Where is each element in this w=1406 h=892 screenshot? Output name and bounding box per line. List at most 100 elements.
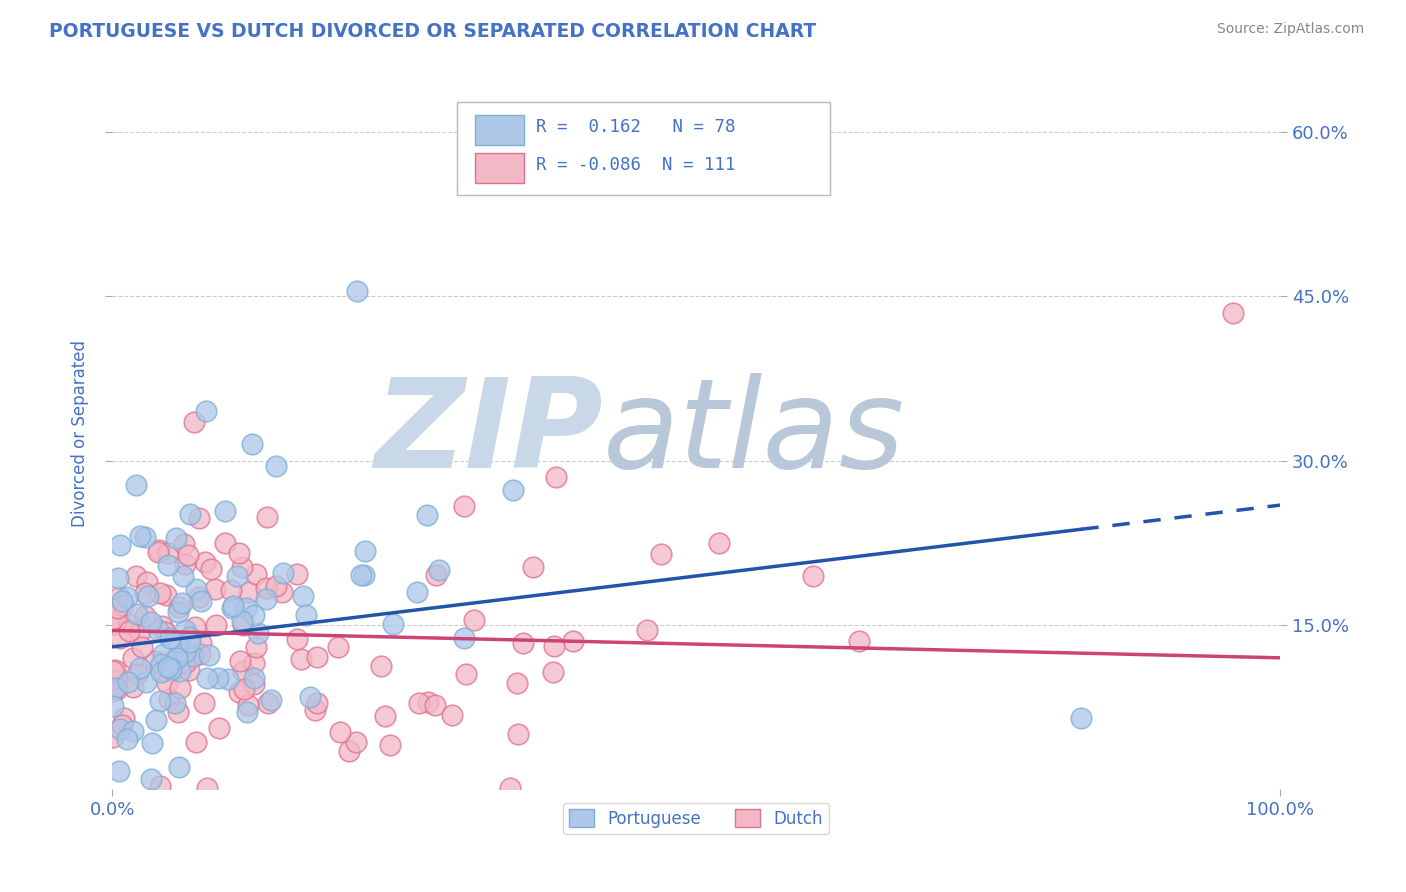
Point xyxy=(173,537,195,551)
Point xyxy=(1222,306,1244,320)
Point xyxy=(339,744,361,758)
Point xyxy=(155,588,177,602)
Point xyxy=(463,613,485,627)
Point xyxy=(294,608,316,623)
Point xyxy=(506,726,529,740)
Point xyxy=(124,568,146,582)
Point xyxy=(169,759,191,773)
Point xyxy=(187,590,209,604)
Point xyxy=(111,718,134,732)
Point xyxy=(121,680,143,694)
Point xyxy=(103,683,125,698)
Legend: Portuguese, Dutch: Portuguese, Dutch xyxy=(562,803,830,834)
Point xyxy=(512,636,534,650)
Point xyxy=(108,538,131,552)
Point xyxy=(134,608,156,623)
Text: PORTUGUESE VS DUTCH DIVORCED OR SEPARATED CORRELATION CHART: PORTUGUESE VS DUTCH DIVORCED OR SEPARATE… xyxy=(49,22,817,41)
Point xyxy=(111,593,134,607)
Point xyxy=(801,568,824,582)
Point xyxy=(118,617,141,632)
Point xyxy=(299,690,322,704)
Point xyxy=(103,617,125,632)
Point xyxy=(344,735,367,749)
Point xyxy=(157,659,180,673)
Point xyxy=(139,772,162,786)
Point xyxy=(195,781,218,796)
Point xyxy=(221,600,243,615)
Point xyxy=(236,698,259,713)
Point xyxy=(169,681,191,695)
Point xyxy=(219,583,242,598)
Point xyxy=(131,640,153,655)
Point xyxy=(105,681,128,696)
Point xyxy=(264,579,287,593)
Point xyxy=(292,589,315,603)
Point xyxy=(305,696,328,710)
Point xyxy=(256,510,278,524)
Point xyxy=(285,566,308,581)
Point xyxy=(162,653,184,667)
Point xyxy=(174,657,197,671)
Point xyxy=(205,617,228,632)
Point xyxy=(136,589,159,603)
Point xyxy=(453,499,475,513)
Point xyxy=(174,557,197,571)
Point xyxy=(136,574,159,589)
Point xyxy=(153,625,176,640)
Point xyxy=(183,415,205,429)
Point xyxy=(254,592,277,607)
Point xyxy=(193,697,215,711)
Text: R = -0.086  N = 111: R = -0.086 N = 111 xyxy=(536,156,735,174)
Point xyxy=(271,566,294,580)
Point xyxy=(382,617,405,632)
Point xyxy=(139,615,162,629)
Point xyxy=(179,635,201,649)
Point xyxy=(217,672,239,686)
Point xyxy=(328,640,350,655)
Point xyxy=(149,694,172,708)
Point xyxy=(236,705,259,719)
Point xyxy=(346,284,368,298)
Point xyxy=(231,614,253,628)
Point xyxy=(128,528,150,542)
Point xyxy=(197,648,219,663)
Point xyxy=(177,652,200,666)
Point xyxy=(240,437,263,451)
Point xyxy=(156,676,179,690)
Point xyxy=(166,706,188,720)
Point xyxy=(233,681,256,696)
Point xyxy=(104,681,127,695)
Point xyxy=(243,671,266,685)
Point xyxy=(235,601,257,615)
Point xyxy=(186,735,208,749)
Point xyxy=(108,590,131,604)
Text: atlas: atlas xyxy=(603,373,904,494)
Point xyxy=(561,633,583,648)
Point xyxy=(188,511,211,525)
Point xyxy=(194,555,217,569)
Point xyxy=(454,667,477,681)
Point xyxy=(453,631,475,645)
Point xyxy=(167,635,190,649)
Point xyxy=(153,665,176,679)
Point xyxy=(305,649,328,664)
Point xyxy=(143,654,166,668)
Point xyxy=(174,645,197,659)
Point xyxy=(103,698,125,713)
Point xyxy=(374,709,396,723)
Point xyxy=(114,711,136,725)
Point xyxy=(110,723,132,737)
Point xyxy=(107,571,129,585)
Point xyxy=(214,504,236,518)
Point xyxy=(104,663,127,677)
Point xyxy=(103,665,125,679)
Point xyxy=(416,508,439,522)
Point xyxy=(167,599,190,614)
Point xyxy=(848,633,870,648)
Point xyxy=(406,585,429,599)
Point xyxy=(541,665,564,679)
Point xyxy=(105,601,128,615)
Point xyxy=(149,665,172,680)
Point xyxy=(353,568,375,582)
Point xyxy=(208,721,231,735)
